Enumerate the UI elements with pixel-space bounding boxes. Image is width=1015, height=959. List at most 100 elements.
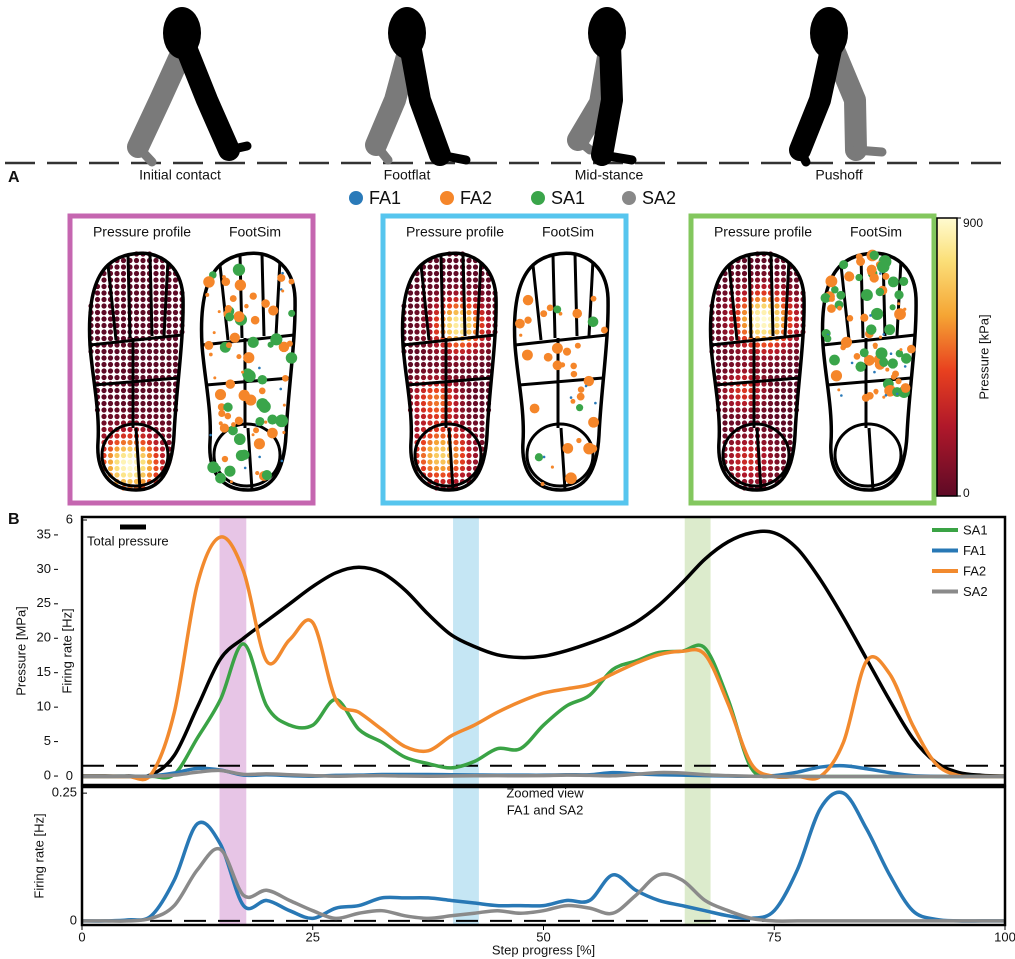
pressure-dot bbox=[754, 257, 761, 264]
pressure-dot bbox=[127, 426, 133, 433]
panel-label: A bbox=[8, 169, 20, 186]
afferent-dot bbox=[820, 293, 831, 303]
afferent-dot bbox=[889, 304, 896, 311]
leg bbox=[591, 34, 623, 166]
pressure-dot bbox=[780, 446, 787, 452]
pressure-dot bbox=[472, 446, 479, 452]
pressure-dot bbox=[715, 322, 722, 329]
y-axis-label: Firing rate [Hz] bbox=[31, 813, 46, 898]
pressure-dot bbox=[761, 433, 767, 439]
legend-marker bbox=[531, 191, 545, 205]
afferent-dot bbox=[844, 271, 855, 282]
phase-label: Footflat bbox=[384, 167, 431, 183]
pressure-dot bbox=[453, 426, 459, 433]
pressure-dot bbox=[172, 309, 179, 316]
afferent-dot bbox=[840, 336, 853, 348]
pressure-dot bbox=[153, 459, 159, 465]
pressure-dot bbox=[741, 400, 748, 407]
pressure-dot bbox=[146, 361, 153, 368]
pressure-dot bbox=[166, 400, 172, 407]
pressure-dot bbox=[114, 361, 120, 368]
pressure-dot bbox=[440, 413, 446, 420]
pressure-dot bbox=[446, 296, 453, 303]
pressure-dot bbox=[414, 296, 420, 303]
pressure-dot bbox=[446, 348, 453, 355]
pressure-dot bbox=[433, 407, 440, 413]
afferent-dot bbox=[855, 273, 863, 282]
pressure-dot bbox=[453, 277, 459, 283]
afferent-dot bbox=[540, 310, 548, 318]
pressure-dot bbox=[466, 407, 472, 413]
afferent-dot bbox=[233, 433, 246, 446]
afferent-dot bbox=[543, 352, 553, 362]
pressure-dot bbox=[94, 303, 101, 309]
pressure-dot bbox=[754, 309, 761, 316]
pressure-dot bbox=[793, 296, 800, 303]
pressure-dot bbox=[741, 413, 748, 420]
pressure-dot bbox=[146, 355, 153, 361]
pressure-dot bbox=[120, 348, 127, 355]
pressure-dot bbox=[761, 264, 767, 270]
pressure-dot bbox=[472, 264, 479, 270]
foot-panel-frame bbox=[688, 213, 937, 506]
afferent-dot bbox=[569, 396, 573, 399]
pressure-dot bbox=[761, 426, 767, 433]
pressure-dot bbox=[427, 413, 433, 420]
pressure-dot bbox=[133, 283, 140, 290]
pressure-dot bbox=[427, 420, 433, 426]
pressure-dot bbox=[101, 290, 107, 296]
pressure-dot bbox=[114, 296, 120, 303]
series-line bbox=[82, 768, 1005, 779]
pressure-dot bbox=[485, 368, 492, 374]
pressure-dot bbox=[101, 400, 107, 407]
legend-label: FA2 bbox=[460, 188, 492, 208]
pressure-dot bbox=[748, 400, 754, 407]
pressure-dot bbox=[466, 303, 472, 309]
pressure-dot bbox=[407, 329, 414, 335]
pressure-dot bbox=[146, 387, 153, 394]
pressure-dot bbox=[427, 394, 433, 400]
pressure-dot bbox=[774, 296, 780, 303]
afferent-dot bbox=[253, 438, 265, 450]
pressure-dot bbox=[472, 413, 479, 420]
pressure-dot bbox=[748, 348, 754, 355]
pressure-dot bbox=[787, 348, 793, 355]
afferent-dot bbox=[577, 386, 585, 393]
pressure-dot bbox=[767, 446, 774, 452]
afferent-dot bbox=[894, 290, 904, 300]
pressure-dot bbox=[140, 277, 146, 283]
foot-segment-line bbox=[89, 253, 183, 490]
pressure-dot bbox=[101, 316, 107, 322]
walking-figure bbox=[365, 7, 471, 166]
pressure-dot bbox=[722, 387, 728, 394]
pressure-dot bbox=[446, 316, 453, 322]
pressure-dot bbox=[754, 303, 761, 309]
pressure-dot bbox=[472, 348, 479, 355]
afferent-dot bbox=[519, 333, 523, 337]
pressure-dot bbox=[159, 270, 166, 277]
pressure-dot bbox=[485, 355, 492, 361]
afferent-dot bbox=[869, 273, 879, 283]
afferent-dot bbox=[900, 383, 911, 393]
y-tick-label: 10 bbox=[37, 699, 51, 714]
pressure-dot bbox=[133, 348, 140, 355]
pressure-dot bbox=[754, 374, 761, 381]
pressure-dot bbox=[466, 296, 472, 303]
pressure-dot bbox=[485, 361, 492, 368]
pressure-dot bbox=[787, 329, 793, 335]
zoom-annotation: Zoomed view bbox=[506, 785, 584, 800]
afferent-dot bbox=[873, 370, 876, 374]
pressure-dot bbox=[120, 342, 127, 348]
pressure-dot bbox=[754, 290, 761, 296]
pressure-dot bbox=[453, 387, 459, 394]
pressure-dot bbox=[728, 407, 735, 413]
pressure-dot bbox=[146, 439, 153, 446]
pressure-dot bbox=[485, 303, 492, 309]
pressure-dot bbox=[140, 342, 146, 348]
afferent-dot bbox=[892, 387, 903, 397]
pressure-dot bbox=[472, 361, 479, 368]
afferent-dot bbox=[261, 470, 272, 481]
afferent-dot bbox=[524, 316, 532, 324]
afferent-dot bbox=[889, 352, 893, 356]
pressure-dot bbox=[166, 433, 172, 439]
